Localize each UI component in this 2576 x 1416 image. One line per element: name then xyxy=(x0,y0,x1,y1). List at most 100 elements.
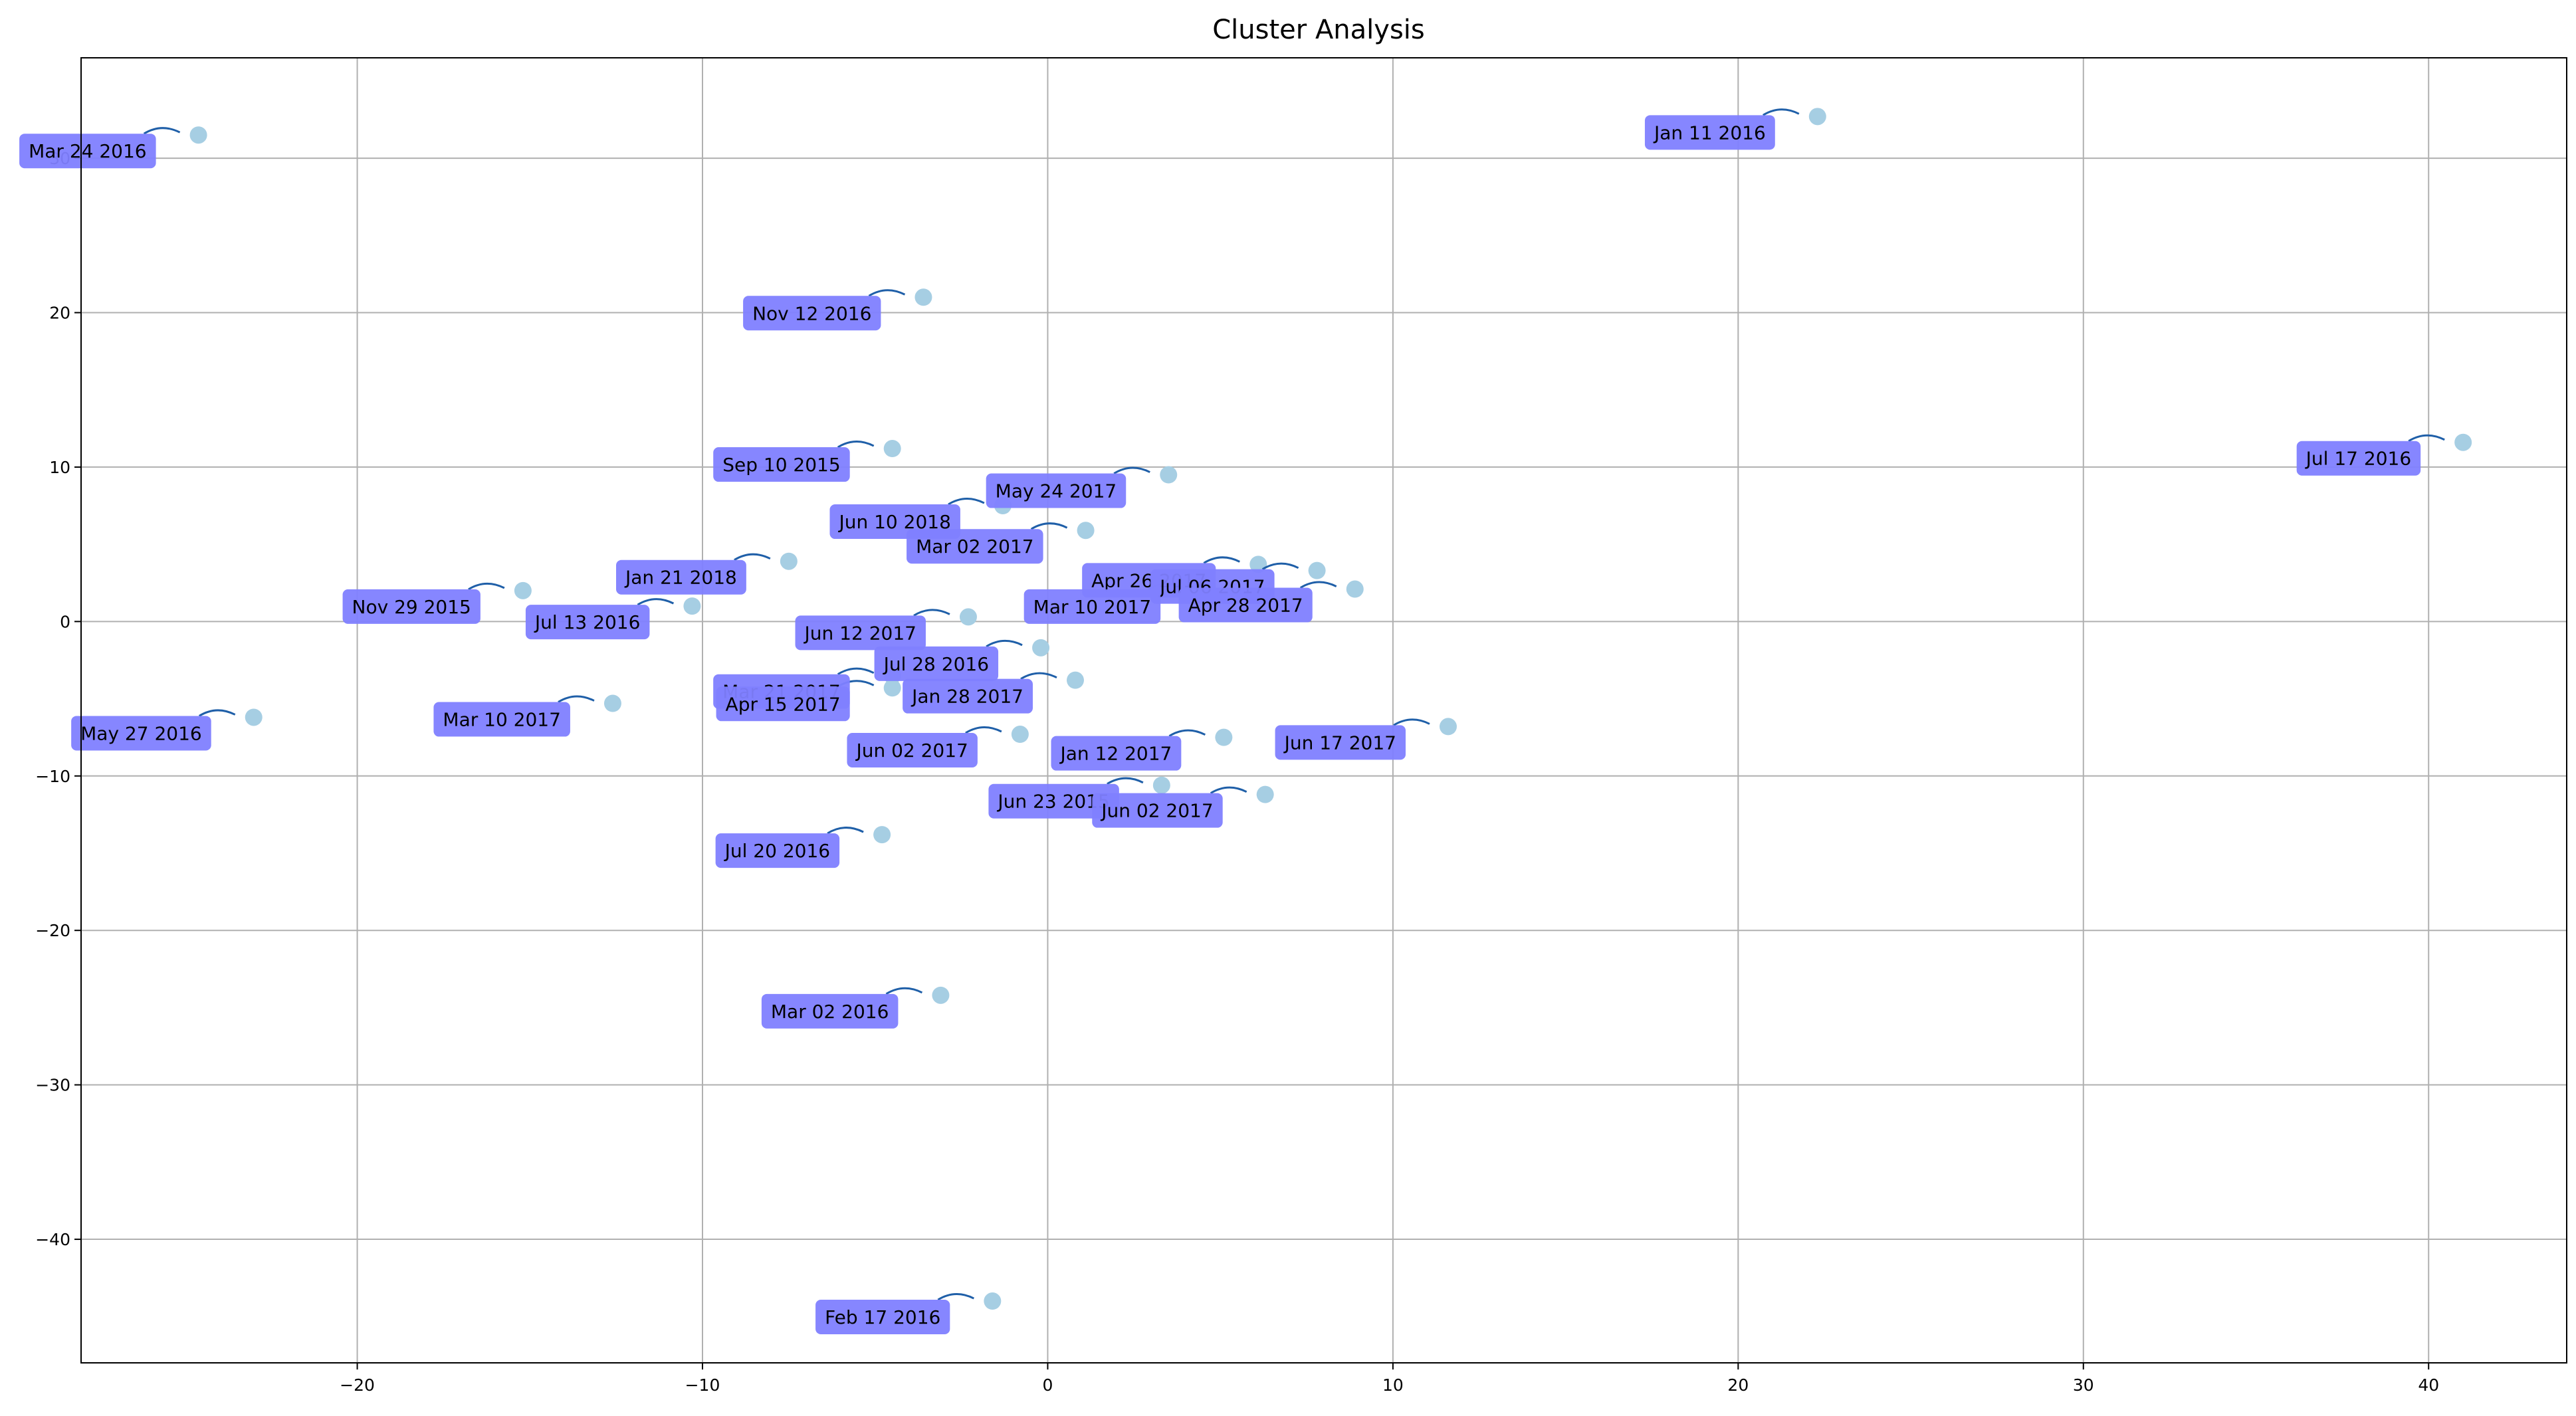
point-label-box xyxy=(715,833,840,868)
point-label: Jul 28 2016 xyxy=(874,646,999,681)
grid xyxy=(81,58,2567,1363)
point-label: Jun 17 2017 xyxy=(1275,725,1406,760)
data-point xyxy=(914,288,932,306)
annotation-arrow xyxy=(198,709,236,717)
annotation-arrow xyxy=(1203,556,1240,564)
data-point xyxy=(883,440,901,458)
point-label: Jan 21 2018 xyxy=(616,559,746,595)
point-label: Jul 17 2016 xyxy=(2296,441,2421,476)
data-point xyxy=(1067,671,1084,689)
point-label-box xyxy=(2296,441,2421,476)
data-point xyxy=(984,1292,1002,1310)
data-point xyxy=(1152,776,1170,794)
annotation-arrow xyxy=(937,1293,975,1301)
data-points xyxy=(189,108,2472,1310)
y-tick-label: 0 xyxy=(60,612,70,631)
point-label: Mar 02 2016 xyxy=(761,993,899,1029)
annotation-arrow xyxy=(637,598,675,606)
point-label-text: Nov 29 2015 xyxy=(352,596,471,618)
point-label-box xyxy=(433,702,570,737)
data-point xyxy=(873,826,891,844)
annotation-arrow xyxy=(837,667,875,675)
point-label: Sep 10 2015 xyxy=(713,447,850,482)
x-tick-label: 10 xyxy=(1382,1375,1404,1395)
point-label-box xyxy=(874,646,999,681)
x-tick-label: −20 xyxy=(340,1375,375,1395)
point-label: Mar 02 2017 xyxy=(907,529,1043,564)
point-label-text: Feb 17 2016 xyxy=(825,1306,940,1328)
point-label-box xyxy=(903,678,1033,714)
annotation-arrow xyxy=(827,827,864,835)
data-point xyxy=(603,694,621,712)
point-label-text: May 27 2016 xyxy=(80,722,202,744)
point-label-text: Jun 12 2017 xyxy=(804,622,916,644)
point-label-text: Jan 12 2017 xyxy=(1059,743,1172,765)
point-label: May 24 2017 xyxy=(986,473,1127,508)
point-label-text: Apr 15 2017 xyxy=(726,693,841,715)
point-label: Jan 11 2016 xyxy=(1644,115,1775,150)
point-label-text: Jan 28 2017 xyxy=(911,686,1023,708)
point-label-box xyxy=(616,559,746,595)
point-label-box xyxy=(1275,725,1406,760)
annotation-arrow xyxy=(1763,108,1800,116)
point-label-box xyxy=(761,993,899,1029)
annotation-arrow xyxy=(1299,581,1337,589)
point-label-text: Jul 17 2016 xyxy=(2305,448,2411,470)
annotation-arrow xyxy=(948,498,985,506)
chart-title: Cluster Analysis xyxy=(1212,15,1425,45)
annotation-arrow xyxy=(913,609,950,617)
point-label-box xyxy=(19,134,156,169)
point-label-box xyxy=(815,1300,950,1335)
annotation-arrow xyxy=(1261,562,1299,570)
point-label: Jul 20 2016 xyxy=(715,833,840,868)
data-point xyxy=(189,126,207,144)
data-point xyxy=(1077,522,1095,540)
annotation-arrow xyxy=(1210,786,1247,794)
annotation-arrow xyxy=(143,127,181,135)
data-point xyxy=(1032,639,1050,657)
point-label-text: Jan 21 2018 xyxy=(624,567,737,589)
annotation-arrow xyxy=(837,441,875,449)
annotation-arrow xyxy=(1393,718,1430,726)
data-point xyxy=(514,581,532,599)
point-label: Jun 12 2017 xyxy=(795,615,926,651)
annotation-arrow xyxy=(986,639,1023,648)
annotation-arrow xyxy=(885,987,923,995)
point-label-box xyxy=(1023,589,1161,624)
point-label-text: Nov 12 2016 xyxy=(752,302,871,324)
point-label-text: Mar 02 2016 xyxy=(771,1001,889,1023)
point-label: Jan 28 2017 xyxy=(903,678,1033,714)
annotation-arrow xyxy=(1168,729,1206,737)
annotation-arrow xyxy=(1020,672,1057,680)
data-point xyxy=(245,708,263,726)
point-label: May 27 2016 xyxy=(71,716,211,751)
data-point xyxy=(1215,728,1233,746)
point-label: Jun 02 2017 xyxy=(847,733,978,768)
data-point xyxy=(1308,561,1326,579)
point-label-box xyxy=(847,733,978,768)
point-label: Apr 15 2017 xyxy=(716,686,850,722)
x-tick-label: 0 xyxy=(1042,1375,1053,1395)
point-label: Mar 24 2016 xyxy=(19,134,156,169)
point-label: Nov 29 2015 xyxy=(342,589,481,624)
point-label-text: Mar 24 2016 xyxy=(29,140,147,162)
point-label-box xyxy=(71,716,211,751)
data-point xyxy=(1808,108,1826,126)
data-point xyxy=(1256,785,1274,803)
point-label-text: Apr 28 2017 xyxy=(1188,595,1303,617)
data-point xyxy=(780,552,798,570)
data-point xyxy=(1346,580,1364,598)
point-label-box xyxy=(1051,736,1182,771)
point-label: Apr 28 2017 xyxy=(1178,587,1313,623)
x-tick-label: 30 xyxy=(2073,1375,2094,1395)
point-label: Jul 13 2016 xyxy=(525,605,650,640)
annotation-arrow xyxy=(2408,434,2445,443)
data-point xyxy=(1440,718,1457,736)
point-label: Mar 10 2017 xyxy=(1023,589,1161,624)
point-label-text: Mar 02 2017 xyxy=(916,536,1034,557)
annotation-arrow xyxy=(1113,466,1150,474)
point-label-box xyxy=(713,447,850,482)
point-label-text: Jun 02 2017 xyxy=(1100,800,1213,822)
point-label-box xyxy=(907,529,1043,564)
data-point xyxy=(932,986,950,1004)
